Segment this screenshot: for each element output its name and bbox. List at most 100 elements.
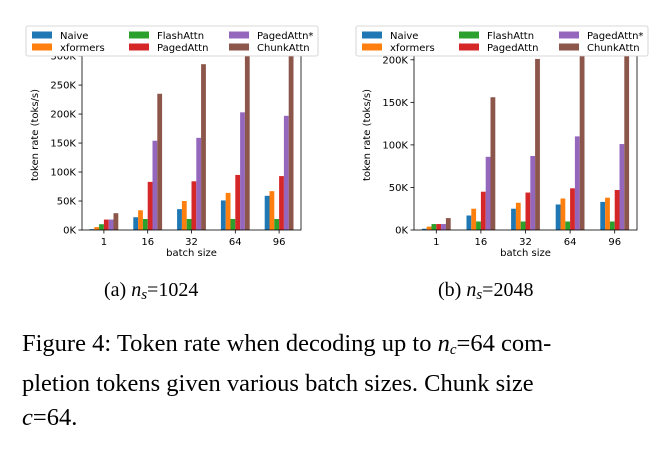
bar-naive-16 bbox=[133, 217, 139, 230]
y-tick-label: 50K bbox=[57, 197, 77, 208]
bar-pagedattn-star-32 bbox=[196, 137, 202, 230]
x-tick-label: 1 bbox=[433, 237, 439, 248]
bar-xformers-32 bbox=[181, 201, 187, 230]
legend-swatch bbox=[229, 31, 249, 39]
y-tick-label: 50K bbox=[389, 183, 409, 194]
bar-xformers-96 bbox=[269, 191, 275, 230]
bar-chunkattn-96 bbox=[288, 37, 294, 230]
y-tick-label: 100K bbox=[50, 168, 76, 179]
x-tick-label: 16 bbox=[141, 237, 154, 248]
legend-swatch bbox=[129, 31, 149, 39]
bar-flashattn-96 bbox=[274, 218, 280, 230]
bar-naive-1 bbox=[421, 228, 427, 230]
bar-pagedattn-star-16 bbox=[152, 140, 158, 230]
caption-line-1: Figure 4: Token rate when decoding up to… bbox=[22, 330, 552, 358]
bar-pagedattn-16 bbox=[480, 191, 486, 230]
bar-chunkattn-16 bbox=[157, 93, 163, 231]
subcaption-a: (a) ns=1024 bbox=[104, 279, 199, 303]
bar-pagedattn-64 bbox=[235, 174, 241, 230]
bar-flashattn-16 bbox=[476, 221, 481, 230]
bar-xformers-16 bbox=[138, 210, 143, 230]
legend-swatch bbox=[229, 43, 249, 51]
legend-entry: Naive bbox=[390, 31, 418, 42]
y-axis-label: token rate (toks/s) bbox=[30, 89, 41, 181]
x-tick-label: 1 bbox=[101, 237, 107, 248]
caption-line-2: pletion tokens given various batch sizes… bbox=[22, 370, 534, 397]
x-tick-label: 32 bbox=[519, 237, 532, 248]
y-axis-label: token rate (toks/s) bbox=[362, 89, 373, 181]
legend-entry: ChunkAttn bbox=[587, 43, 640, 54]
y-tick-label: 0K bbox=[395, 226, 408, 237]
bar-flashattn-1 bbox=[99, 224, 104, 230]
legend-swatch bbox=[559, 31, 579, 39]
bar-flashattn-96 bbox=[609, 221, 615, 230]
bar-flashattn-32 bbox=[186, 218, 192, 230]
x-tick-label: 64 bbox=[229, 237, 242, 248]
x-axis-label: batch size bbox=[500, 248, 551, 259]
bar-naive-96 bbox=[600, 201, 606, 230]
bar-naive-32 bbox=[511, 208, 516, 230]
bar-xformers-16 bbox=[471, 208, 477, 230]
bar-pagedattn-96 bbox=[279, 176, 284, 230]
y-tick-label: 0K bbox=[63, 226, 76, 237]
bar-naive-64 bbox=[555, 204, 561, 230]
subcaption-b: (b) ns=2048 bbox=[438, 279, 534, 303]
legend-swatch bbox=[459, 31, 479, 39]
bar-chunkattn-96 bbox=[624, 40, 630, 231]
bar-xformers-96 bbox=[605, 197, 610, 230]
bar-pagedattn-star-16 bbox=[485, 156, 491, 230]
y-tick-label: 200K bbox=[382, 55, 408, 66]
bar-chunkattn-32 bbox=[201, 64, 206, 230]
bar-flashattn-32 bbox=[520, 221, 526, 230]
bar-naive-96 bbox=[264, 195, 270, 230]
bar-pagedattn-star-64 bbox=[574, 136, 580, 230]
legend-swatch bbox=[32, 31, 52, 39]
bar-pagedattn-star-1 bbox=[108, 219, 114, 230]
legend-swatch bbox=[362, 43, 382, 51]
bar-xformers-1 bbox=[426, 226, 432, 230]
x-tick-label: 32 bbox=[185, 237, 198, 248]
bar-xformers-64 bbox=[560, 198, 566, 230]
bar-pagedattn-star-64 bbox=[240, 112, 245, 230]
legend-entry: FlashAttn bbox=[487, 31, 534, 42]
bar-chunkattn-32 bbox=[535, 58, 540, 230]
legend-swatch bbox=[362, 31, 382, 39]
x-tick-label: 96 bbox=[273, 237, 286, 248]
bar-pagedattn-star-1 bbox=[441, 224, 446, 230]
y-tick-label: 200K bbox=[50, 110, 76, 121]
bar-pagedattn-32 bbox=[525, 192, 531, 230]
y-tick-label: 150K bbox=[382, 98, 408, 109]
bar-naive-1 bbox=[89, 229, 95, 230]
bar-pagedattn-star-96 bbox=[619, 144, 625, 230]
legend-entry: xformers bbox=[390, 43, 435, 54]
legend-entry: PagedAttn bbox=[157, 43, 208, 54]
x-tick-label: 96 bbox=[608, 237, 621, 248]
legend-entry: xformers bbox=[60, 43, 105, 54]
x-axis-label: batch size bbox=[166, 248, 217, 259]
bar-pagedattn-16 bbox=[147, 181, 153, 230]
bar-flashattn-16 bbox=[142, 218, 148, 230]
legend-swatch bbox=[459, 43, 479, 51]
figure-caption: Figure 4: Token rate when decoding up to… bbox=[22, 327, 652, 435]
y-tick-label: 300K bbox=[50, 52, 76, 63]
legend-entry: PagedAttn* bbox=[587, 31, 643, 42]
y-tick-label: 150K bbox=[50, 139, 76, 150]
chart-panel-b: 0K 50K 100K 150K 200K 1 16 32 64 96 batch size toke… bbox=[355, 25, 649, 259]
legend-swatch bbox=[559, 43, 579, 51]
bar-naive-64 bbox=[220, 200, 226, 230]
bar-xformers-1 bbox=[94, 227, 100, 230]
bar-flashattn-1 bbox=[431, 224, 437, 230]
legend-entry: PagedAttn bbox=[487, 43, 538, 54]
bar-chunkattn-1 bbox=[113, 213, 119, 230]
legend-entry: ChunkAttn bbox=[257, 43, 310, 54]
legend-swatch bbox=[32, 43, 52, 51]
chart-panel-a: 0K 50K 100K 150K 200K 250K 300K 1 16 32 64 96 batch … bbox=[25, 25, 319, 259]
legend-entry: FlashAttn bbox=[157, 31, 204, 42]
bar-flashattn-64 bbox=[565, 221, 571, 230]
legend-entry: PagedAttn* bbox=[257, 31, 313, 42]
caption-line-3: c=64. bbox=[22, 404, 78, 431]
bar-pagedattn-64 bbox=[570, 188, 575, 230]
bar-pagedattn-32 bbox=[191, 181, 197, 230]
